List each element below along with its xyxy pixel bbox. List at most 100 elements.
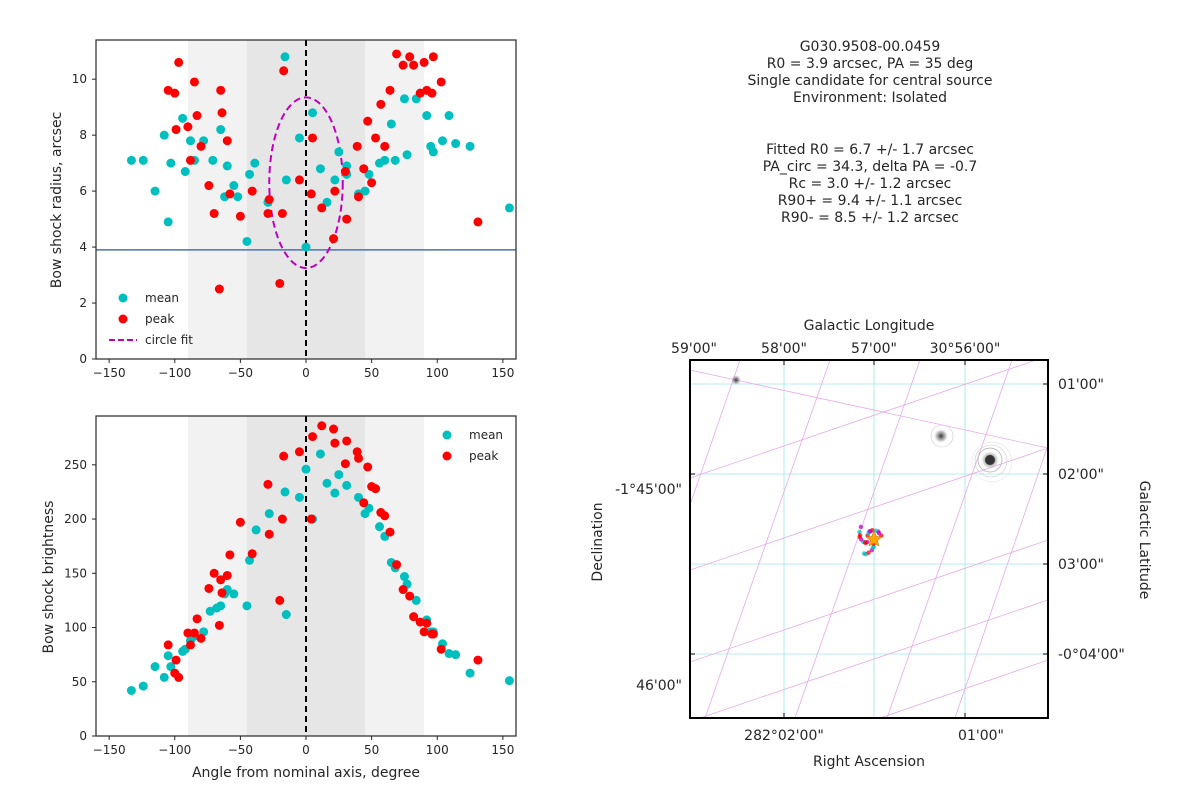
peak-point: [186, 640, 195, 650]
peak-point: [222, 136, 232, 146]
peak-point: [340, 167, 350, 177]
source-r0-pa: R0 = 3.9 arcsec, PA = 35 deg: [766, 56, 974, 72]
peak-point: [354, 192, 363, 202]
peak-point: [170, 88, 180, 98]
source-environment: Environment: Isolated: [792, 90, 947, 106]
peak-point: [163, 640, 173, 650]
peak-point: [192, 111, 202, 121]
mean-point: [242, 236, 252, 246]
fit-results-block: Fitted R0 = 6.7 +/- 1.7 arcsec PA_circ =…: [640, 142, 1100, 227]
peak-point: [174, 57, 184, 67]
mean-point: [150, 186, 160, 196]
peak-point: [196, 633, 206, 643]
mean-point: [465, 141, 475, 151]
peak-point: [428, 629, 438, 639]
bow-shock-marker: [861, 551, 867, 556]
mean-point: [504, 676, 514, 686]
peak-point: [380, 141, 390, 151]
right-tick-1: 02'00": [1058, 467, 1104, 483]
mean-point: [380, 155, 390, 165]
fit-r90-plus: R90+ = 9.4 +/- 1.1 arcsec: [777, 193, 963, 209]
mean-point: [229, 181, 239, 191]
legend-peak-swatch: [442, 451, 452, 461]
peak-point: [371, 484, 381, 494]
mean-point: [126, 685, 136, 695]
peak-point: [354, 453, 363, 463]
mean-point: [216, 125, 226, 135]
source-candidate: Single candidate for central source: [747, 73, 993, 89]
circle-fit-curve: [268, 96, 344, 270]
mean-point: [250, 158, 260, 168]
mean-point: [322, 478, 332, 488]
x-tick-label: −150: [93, 366, 126, 380]
galactic-longitude-label: Galactic Longitude: [804, 318, 935, 334]
x-tick-label: 150: [491, 743, 514, 757]
peak-point: [405, 591, 415, 601]
source-info-block: G030.9508-00.0459 R0 = 3.9 arcsec, PA = …: [640, 39, 1100, 107]
radius-chart-axes: −150 −100 −50 0 50 100 150 0 2 4 6 8 10: [72, 39, 517, 380]
mean-point: [216, 601, 226, 611]
bow-shock-marker: [876, 531, 882, 536]
peak-point: [214, 284, 224, 294]
peak-point: [359, 498, 369, 508]
peak-point: [183, 628, 193, 638]
peak-point: [189, 628, 199, 638]
legend-label: circle fit: [145, 333, 193, 347]
peak-point: [214, 620, 224, 630]
peak-point: [409, 60, 419, 70]
mean-point: [390, 155, 400, 165]
peak-point: [419, 57, 429, 67]
x-tick-label: 50: [364, 743, 379, 757]
peak-point: [409, 612, 419, 622]
mean-point: [294, 133, 304, 143]
mean-point: [166, 662, 176, 672]
peak-point: [342, 436, 352, 446]
peak-point: [275, 278, 285, 288]
legend-mean-swatch: [118, 293, 128, 303]
legend-label: mean: [145, 291, 179, 305]
peak-point: [306, 189, 316, 199]
brightness-chart: −150 −100 −50 0 50 100 150 0 50 100 150 200 250 Bow …: [41, 415, 517, 781]
peak-point: [359, 164, 369, 174]
radius-chart-ylabel: Bow shock radius, arcsec: [49, 112, 65, 289]
peak-point: [422, 618, 432, 628]
mean-point: [334, 147, 344, 157]
bow-shock-marker: [866, 550, 871, 555]
mean-point: [245, 169, 255, 179]
peak-point: [277, 514, 287, 524]
peak-point: [385, 527, 395, 537]
peak-point: [217, 108, 227, 118]
y-tick-label: 10: [72, 72, 87, 86]
mean-point: [334, 470, 344, 480]
y-tick-label: 200: [64, 512, 87, 526]
peak-point: [204, 181, 214, 191]
mean-point: [281, 610, 291, 620]
right-tick-2: 03'00": [1058, 557, 1104, 573]
mean-point: [178, 113, 188, 123]
peak-point: [171, 125, 181, 135]
peak-point: [189, 77, 199, 87]
declination-label: Declination: [590, 502, 606, 581]
mean-point: [222, 161, 232, 171]
bright-sources: [731, 375, 1013, 483]
mean-point: [251, 525, 261, 535]
source-name: G030.9508-00.0459: [799, 39, 941, 55]
legend-mean-swatch: [442, 430, 452, 440]
peak-point: [376, 99, 386, 109]
mean-point: [150, 662, 160, 672]
peak-point: [247, 186, 257, 196]
legend-label: peak: [469, 449, 498, 463]
mean-point: [180, 167, 190, 177]
right-tick-0: 01'00": [1058, 377, 1104, 393]
bow-shock-marker: [858, 524, 864, 530]
mean-point: [315, 449, 325, 459]
mean-point: [386, 119, 396, 129]
peak-point: [192, 614, 202, 624]
peak-point: [216, 575, 226, 585]
peak-point: [277, 208, 287, 218]
peak-point: [247, 549, 257, 559]
mean-point: [280, 487, 290, 497]
y-tick-label: 6: [79, 184, 87, 198]
peak-point: [279, 451, 289, 461]
peak-point: [329, 234, 339, 244]
